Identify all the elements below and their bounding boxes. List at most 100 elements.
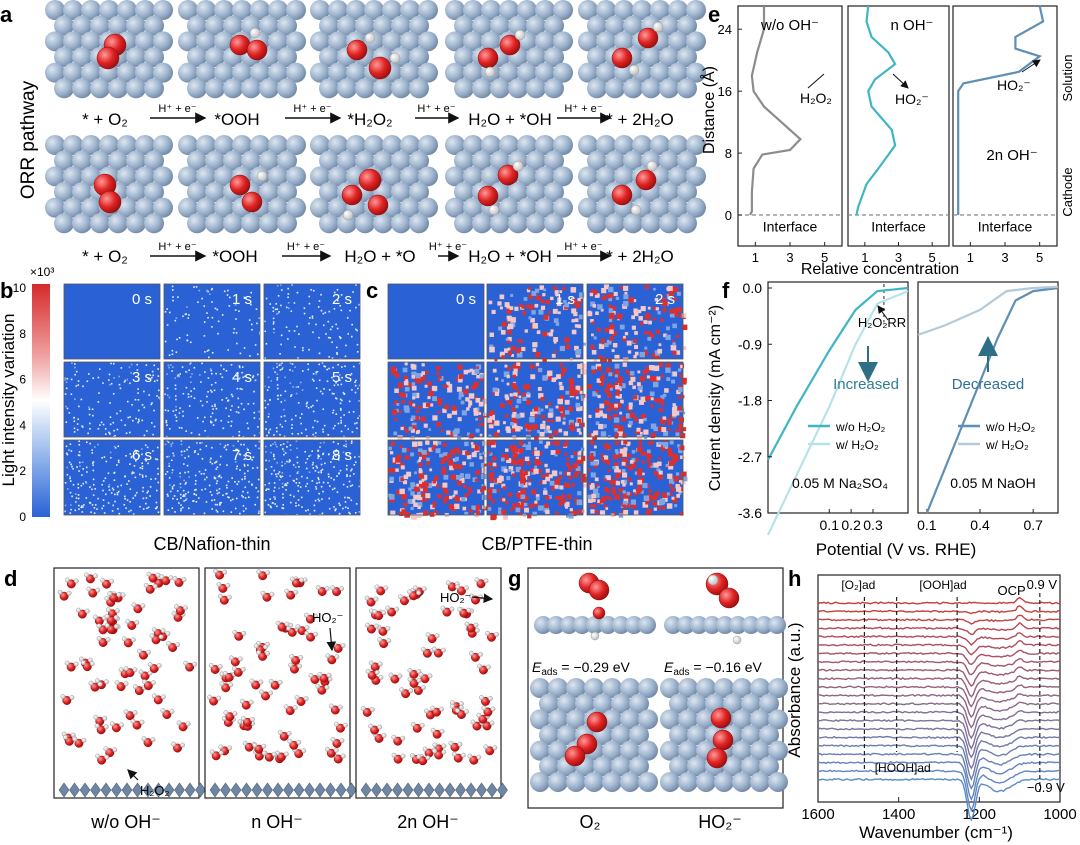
hydrogen-atom [156, 663, 162, 669]
hydrogen-atom [109, 578, 115, 584]
step-label: H⁺ + e⁻ [564, 103, 602, 115]
hydrogen-atom [256, 569, 262, 575]
map-pixel [420, 488, 423, 492]
map-pixel [179, 373, 181, 375]
map-pixel [475, 397, 481, 403]
map-pixel [210, 389, 212, 392]
map-pixel [657, 474, 663, 480]
map-pixel [355, 379, 357, 382]
map-pixel [410, 452, 414, 457]
graphene-atom [142, 782, 154, 798]
map-pixel [421, 492, 426, 497]
map-pixel [219, 455, 222, 458]
ir-spectrum [817, 639, 1061, 656]
map-pixel [195, 479, 197, 482]
map-pixel [404, 386, 410, 392]
map-pixel [403, 375, 408, 381]
map-pixel [437, 441, 442, 445]
map-pixel [412, 441, 418, 447]
hydrogen-atom [57, 589, 63, 595]
f-ytick-label: -2.7 [738, 449, 762, 465]
map-pixel [254, 444, 257, 447]
map-pixel [546, 425, 551, 430]
map-pixel [259, 478, 262, 480]
map-pixel [410, 506, 414, 511]
map-pixel [315, 387, 318, 389]
map-pixel [126, 483, 128, 485]
map-pixel [230, 425, 233, 427]
map-pixel [108, 431, 110, 434]
map-pixel [591, 433, 595, 437]
map-pixel [528, 441, 531, 445]
map-pixel [443, 488, 449, 494]
substrate-atom [454, 213, 474, 234]
map-pixel [546, 430, 550, 433]
substrate-atom [153, 197, 173, 218]
map-pixel [652, 306, 657, 311]
map-pixel [436, 398, 443, 404]
map-pixel [280, 444, 282, 446]
substrate-atom [99, 135, 119, 155]
map-pixel [124, 379, 127, 382]
substrate-atom [472, 15, 492, 36]
map-pixel [273, 434, 275, 436]
map-pixel [602, 424, 607, 429]
oxygen-atom [459, 608, 469, 618]
map-pixel [344, 496, 346, 499]
map-pixel [473, 381, 479, 388]
map-pixel [181, 506, 184, 509]
map-pixel [234, 481, 236, 483]
substrate-atom [45, 0, 65, 20]
map-pixel [458, 374, 464, 379]
map-pixel [537, 505, 544, 511]
map-pixel [145, 502, 147, 505]
map-pixel [198, 289, 201, 292]
hydrogen-atom [286, 730, 292, 736]
map-pixel [531, 291, 537, 296]
map-pixel [516, 390, 520, 395]
map-pixel [344, 506, 347, 509]
map-pixel [274, 308, 277, 311]
map-pixel [180, 507, 182, 510]
map-pixel [501, 379, 504, 383]
oxygen-atom [132, 720, 142, 730]
ir-spectrum [817, 769, 1061, 813]
map-pixel [264, 320, 266, 323]
map-pixel [617, 469, 621, 473]
substrate-atom [620, 740, 640, 761]
map-pixel [207, 290, 209, 293]
map-pixel [563, 299, 567, 304]
map-pixel [595, 421, 600, 426]
substrate-atom [517, 197, 537, 218]
oxygen-atom [457, 710, 466, 720]
panel-c-label: c [366, 278, 378, 303]
map-pixel [515, 466, 522, 473]
map-pixel [299, 416, 302, 419]
map-pixel [251, 328, 253, 331]
map-pixel [188, 446, 190, 448]
substrate-atom [409, 213, 429, 234]
oxygen-atom [378, 626, 388, 636]
map-pixel [323, 365, 325, 368]
substrate-atom [463, 166, 483, 187]
map-pixel [322, 428, 324, 431]
map-pixel [336, 351, 338, 354]
map-pixel [587, 311, 593, 317]
map-pixel [637, 471, 642, 477]
map-pixel [441, 469, 447, 475]
map-pixel [216, 492, 219, 495]
map-pixel [318, 481, 321, 484]
substrate-atom [611, 693, 631, 714]
map-pixel [538, 367, 543, 373]
map-pixel [354, 381, 356, 384]
map-pixel [102, 480, 105, 482]
hydrogen-atom [141, 679, 147, 685]
orr-pathway-label: ORR pathway [18, 80, 39, 199]
substrate-grid [578, 0, 706, 99]
substrate-atom [54, 213, 74, 234]
oxygen-atom [173, 743, 182, 753]
map-pixel [497, 489, 500, 493]
map-pixel [553, 340, 557, 344]
map-pixel [298, 466, 300, 468]
